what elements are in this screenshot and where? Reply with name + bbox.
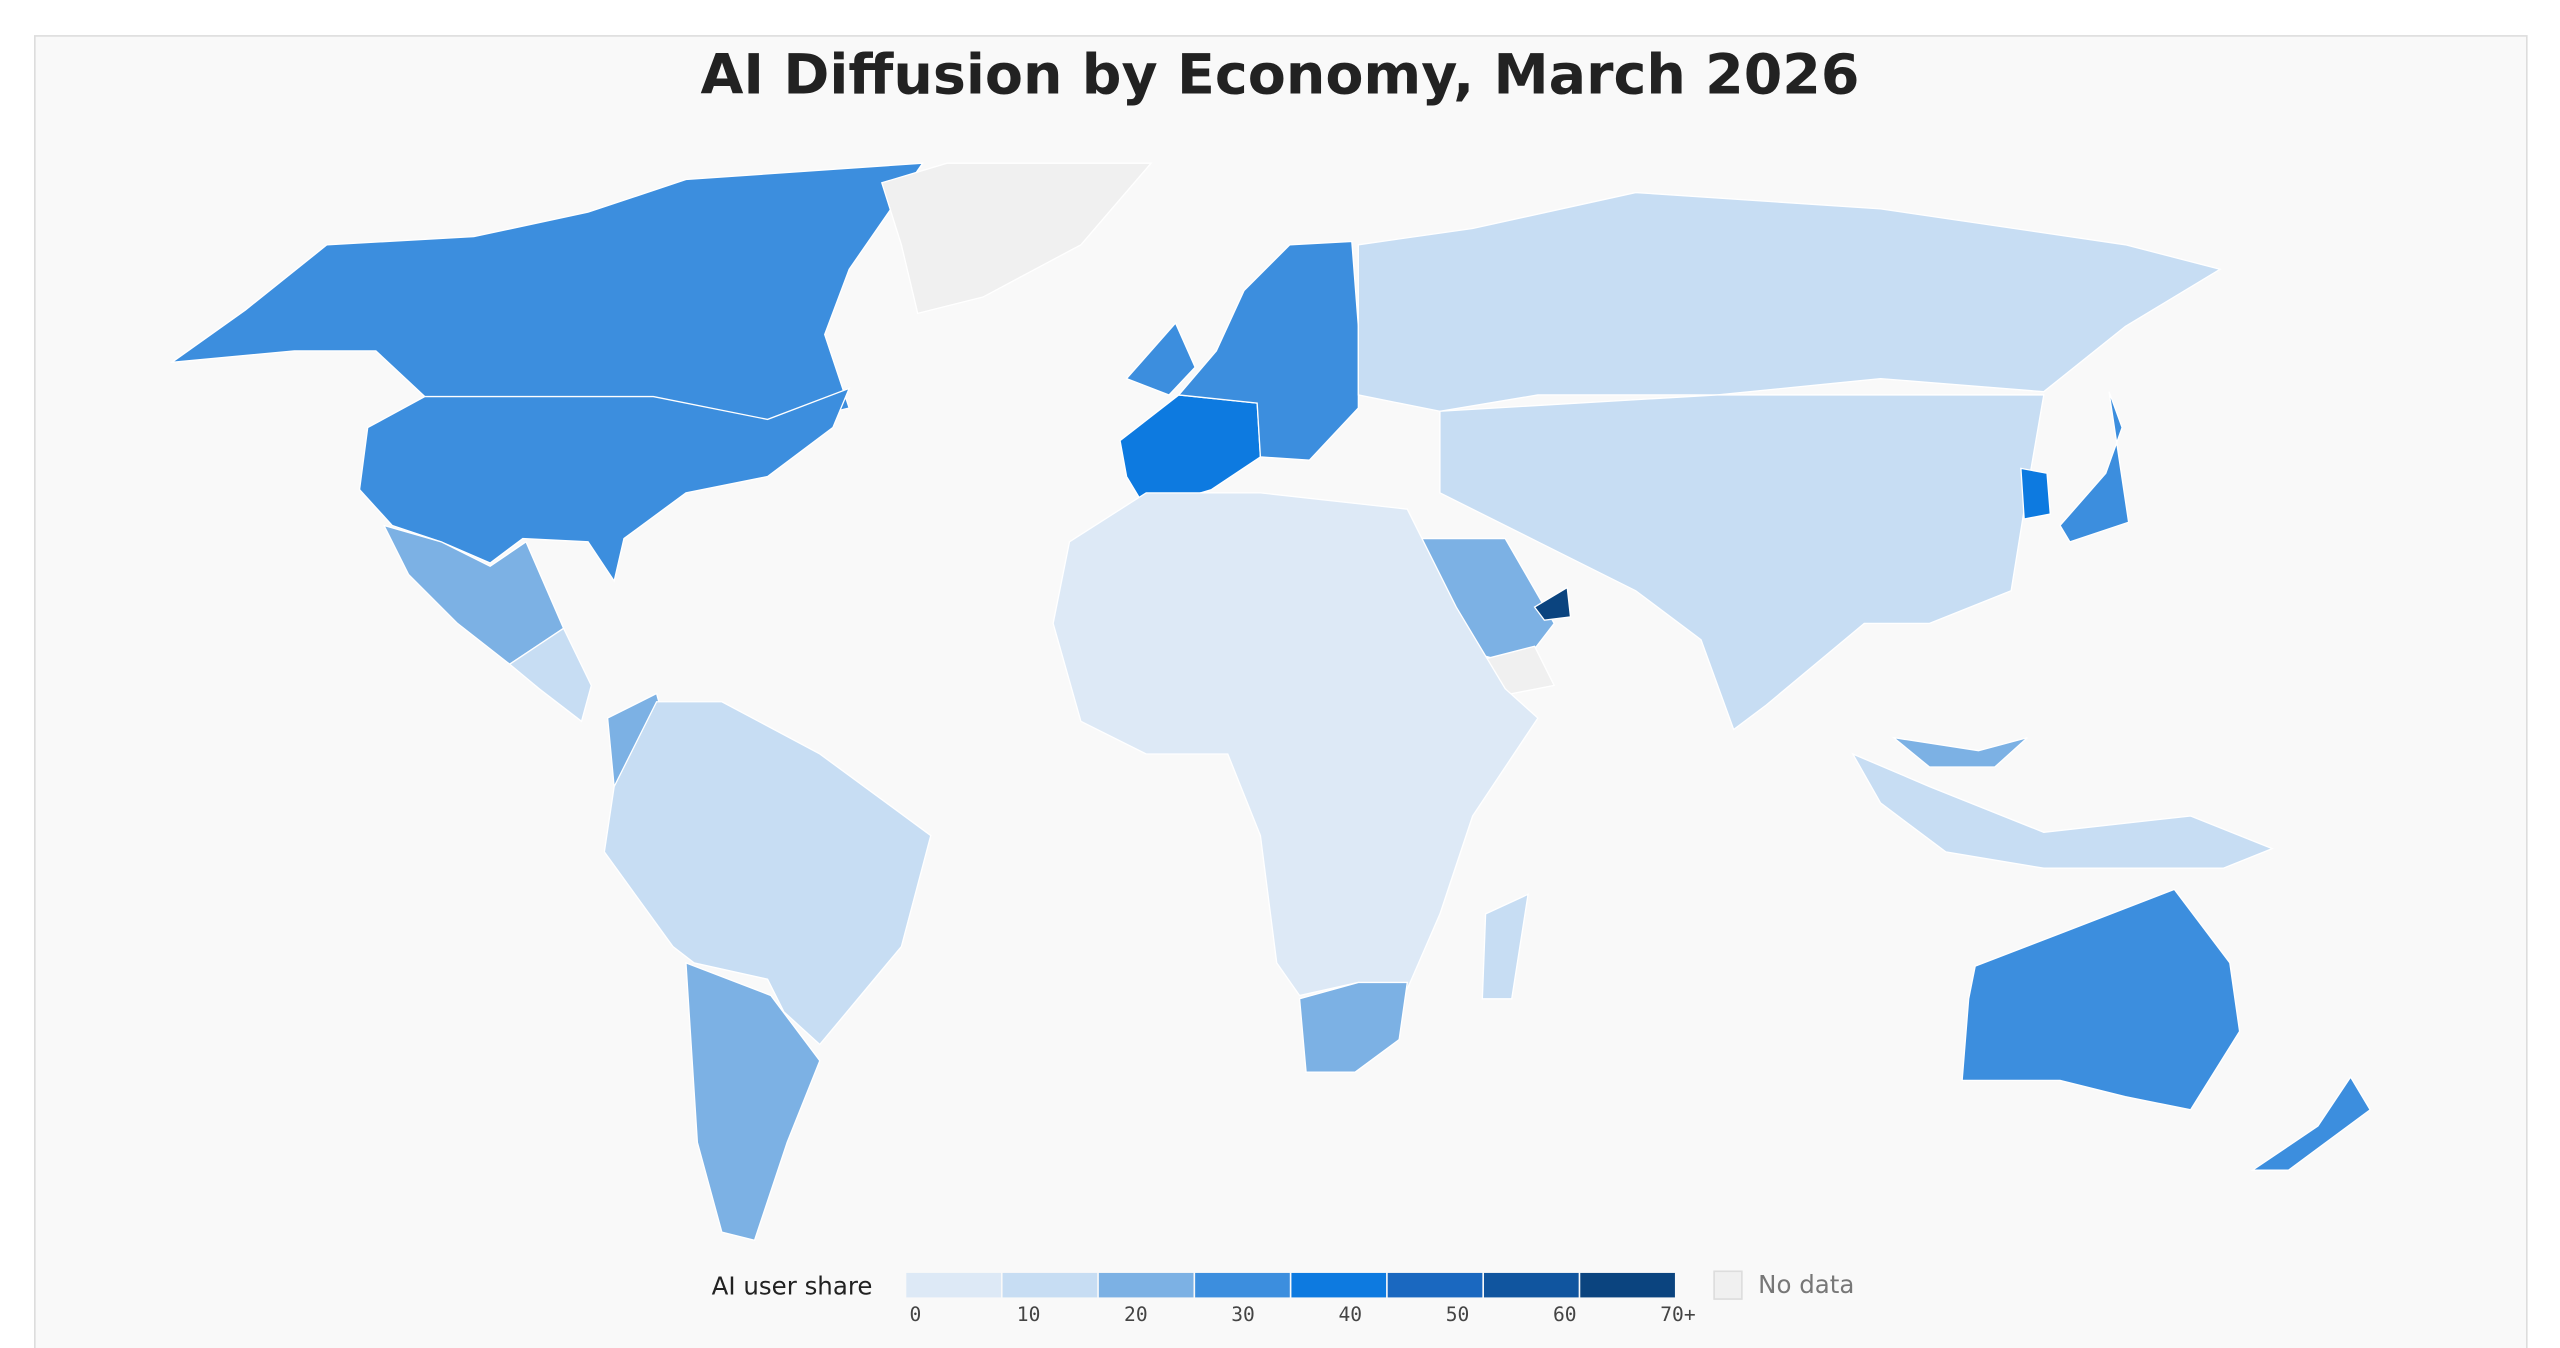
legend-tick-label: 10	[1017, 1303, 1041, 1326]
region	[1298, 981, 1409, 1073]
legend-tick-label: 70+	[1660, 1303, 1695, 1326]
region	[2020, 467, 2051, 520]
legend-swatch	[1483, 1272, 1579, 1298]
legend-swatch	[1098, 1272, 1194, 1298]
legend-swatch	[1291, 1272, 1387, 1298]
region	[603, 701, 932, 1046]
region	[508, 627, 593, 723]
legend-tick-label: 50	[1446, 1303, 1470, 1326]
no-data-swatch	[1713, 1270, 1743, 1300]
region	[880, 162, 1153, 315]
region	[1533, 586, 1572, 621]
regions	[169, 162, 2372, 1242]
legend-tick-label: 20	[1124, 1303, 1148, 1326]
region	[2059, 391, 2130, 543]
legend-tick-label: 0	[910, 1303, 922, 1326]
region	[358, 387, 851, 583]
region	[1125, 321, 1196, 396]
region	[1851, 752, 2274, 869]
region	[685, 961, 821, 1242]
legend-label: AI user share	[712, 1272, 873, 1301]
region	[1961, 888, 2241, 1111]
region	[1481, 893, 1529, 1000]
legend-swatch	[1002, 1272, 1098, 1298]
legend-tick-label: 60	[1553, 1303, 1577, 1326]
region	[1891, 736, 2028, 768]
legend-swatch	[1195, 1272, 1290, 1298]
region	[1439, 394, 2045, 731]
no-data-label: No data	[1758, 1270, 1854, 1299]
region	[1357, 191, 2222, 412]
region	[169, 162, 924, 429]
legend-swatch	[1580, 1272, 1675, 1298]
legend: AI user share No data 0 10 20 30 40 50 60 70+	[712, 1270, 1855, 1326]
map-title: AI Diffusion by Economy, March 2026	[700, 43, 1859, 107]
region	[2250, 1075, 2372, 1171]
legend-swatch	[1387, 1272, 1483, 1298]
region	[1052, 492, 1539, 997]
legend-tick-label: 40	[1339, 1303, 1363, 1326]
legend-swatch	[906, 1272, 1001, 1298]
legend-tick-label: 30	[1231, 1303, 1255, 1326]
